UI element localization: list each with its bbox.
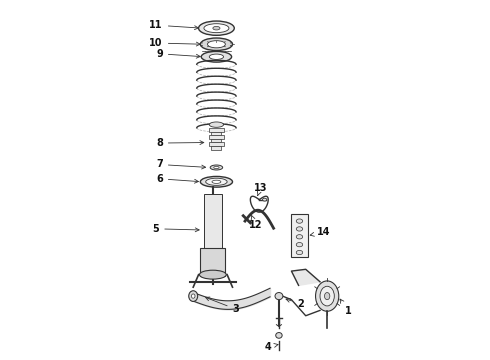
Bar <box>200 248 225 276</box>
Text: 5: 5 <box>152 224 199 234</box>
Ellipse shape <box>192 294 195 298</box>
Ellipse shape <box>212 180 221 183</box>
Bar <box>211 139 221 143</box>
Ellipse shape <box>210 165 222 170</box>
Text: 12: 12 <box>248 215 262 230</box>
Ellipse shape <box>209 54 223 59</box>
Ellipse shape <box>296 235 303 239</box>
Bar <box>204 194 222 251</box>
Ellipse shape <box>200 176 232 187</box>
Text: 13: 13 <box>254 183 268 195</box>
Text: 9: 9 <box>156 49 200 59</box>
Ellipse shape <box>296 243 303 247</box>
Bar <box>211 146 221 150</box>
Ellipse shape <box>206 178 227 185</box>
Bar <box>292 214 308 257</box>
Ellipse shape <box>204 24 229 33</box>
Text: 8: 8 <box>156 138 204 148</box>
Text: 10: 10 <box>149 38 200 48</box>
Text: 2: 2 <box>286 298 303 309</box>
Ellipse shape <box>320 286 334 306</box>
Ellipse shape <box>296 219 303 223</box>
Text: 11: 11 <box>149 20 198 30</box>
Bar <box>209 135 223 139</box>
Polygon shape <box>292 269 320 285</box>
Ellipse shape <box>296 227 303 231</box>
Text: 1: 1 <box>340 299 352 316</box>
Bar <box>211 132 221 135</box>
Ellipse shape <box>201 51 232 62</box>
Ellipse shape <box>316 281 339 311</box>
Ellipse shape <box>214 166 219 168</box>
Ellipse shape <box>207 41 225 48</box>
Ellipse shape <box>296 250 303 255</box>
Ellipse shape <box>275 293 283 300</box>
Ellipse shape <box>263 198 267 201</box>
Text: 7: 7 <box>156 159 206 170</box>
Bar <box>209 128 223 132</box>
Bar <box>209 143 223 146</box>
Ellipse shape <box>276 333 282 338</box>
Text: 3: 3 <box>206 297 239 314</box>
Ellipse shape <box>198 21 234 35</box>
Ellipse shape <box>209 122 223 127</box>
Text: 6: 6 <box>156 174 198 184</box>
Ellipse shape <box>200 38 232 50</box>
Text: 4: 4 <box>265 342 278 352</box>
Text: 14: 14 <box>310 228 330 237</box>
Ellipse shape <box>213 26 220 30</box>
Ellipse shape <box>189 291 197 301</box>
Ellipse shape <box>324 293 330 300</box>
Ellipse shape <box>199 270 226 279</box>
